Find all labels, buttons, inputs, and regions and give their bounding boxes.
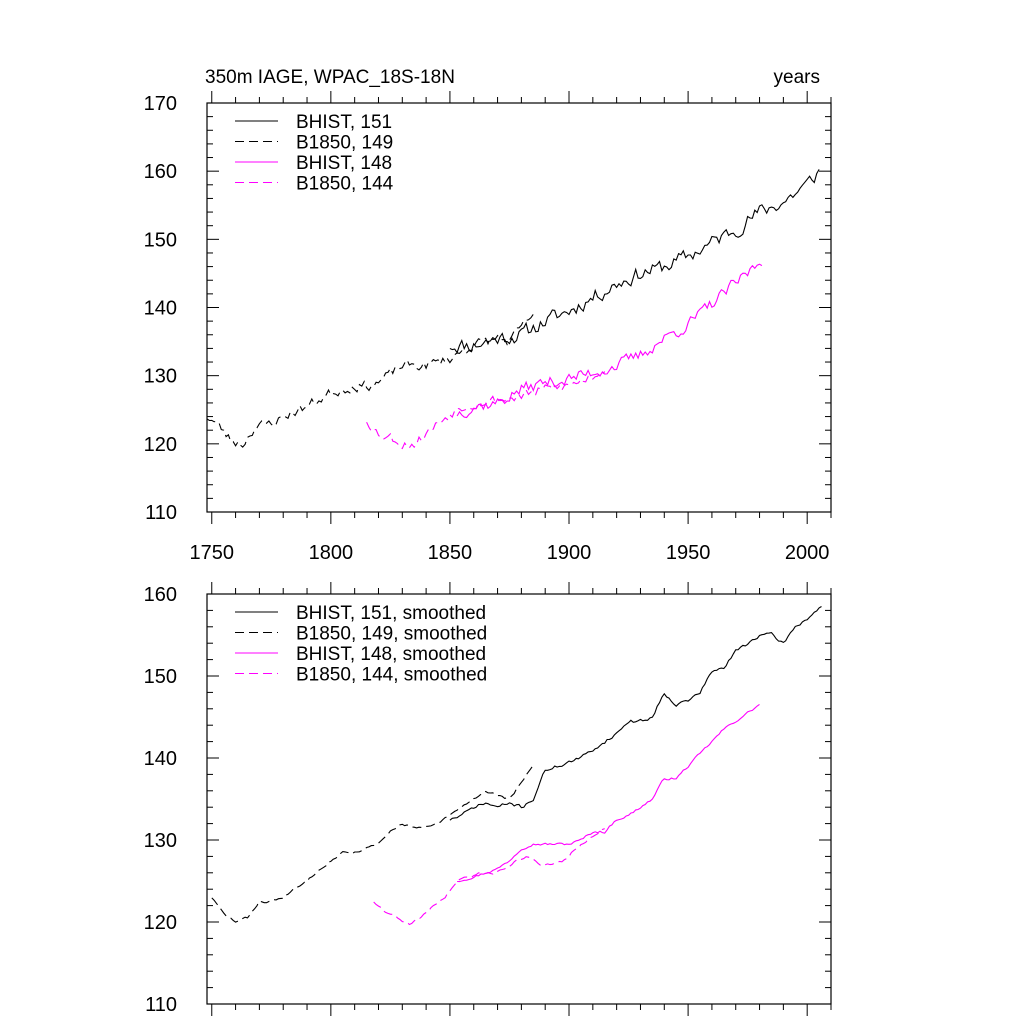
y-tick-label: 150: [144, 666, 177, 688]
x-tick-label: 2000: [785, 542, 830, 564]
x-tick-label: 1750: [190, 542, 235, 564]
legend-label: B1850, 144, smoothed: [296, 665, 487, 686]
x-tick-label: 1900: [547, 542, 592, 564]
y-tick-label: 140: [144, 298, 177, 320]
series-line-2: [457, 703, 760, 883]
top-panel-series-group: [206, 169, 820, 450]
legend-label: BHIST, 148: [296, 153, 392, 174]
legend-label: BHIST, 151: [296, 112, 392, 133]
y-tick-label: 120: [144, 912, 177, 934]
y-tick-label: 130: [144, 366, 177, 388]
legend-label: B1850, 149: [296, 133, 393, 154]
y-tick-label: 160: [144, 584, 177, 606]
series-line-0: [449, 606, 822, 821]
y-tick-label: 110: [145, 994, 177, 1016]
y-tick-label: 160: [144, 161, 177, 183]
series-line-1: [206, 313, 534, 448]
top-panel: 350m IAGE, WPAC_18S-18N years 1101201301…: [144, 67, 832, 564]
series-line-2: [456, 263, 763, 419]
x-tick-label: 1800: [309, 542, 354, 564]
y-tick-label: 110: [145, 502, 177, 524]
legend-label: B1850, 149, smoothed: [296, 624, 487, 645]
legend-label: B1850, 144: [296, 174, 394, 195]
top-panel-title: 350m IAGE, WPAC_18S-18N: [205, 67, 455, 88]
series-line-1: [211, 764, 534, 923]
y-tick-label: 130: [144, 830, 177, 852]
series-line-3: [373, 828, 605, 926]
x-tick-label: 1950: [666, 542, 711, 564]
bottom-panel-series-group: [211, 606, 822, 926]
y-tick-label: 150: [144, 229, 177, 251]
y-tick-label: 170: [144, 93, 177, 115]
legend-label: BHIST, 151, smoothed: [296, 603, 486, 624]
y-tick-label: 140: [144, 748, 177, 770]
y-tick-label: 120: [144, 434, 177, 456]
x-tick-label: 1850: [428, 542, 473, 564]
series-line-0: [449, 169, 820, 354]
top-panel-units: years: [774, 67, 820, 88]
series-line-3: [366, 371, 606, 450]
legend-label: BHIST, 148, smoothed: [296, 644, 486, 665]
plot-frame: [206, 593, 832, 1005]
top-panel-axes: 110 120 130 140 150 160 170 1750 1800 1850 1900 195…: [144, 91, 832, 564]
bottom-panel-axes: 110 120 130 140 150 160: [144, 582, 832, 1016]
